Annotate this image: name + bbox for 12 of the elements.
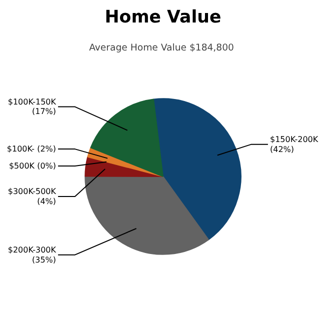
data-label: (4%) (37, 196, 56, 206)
data-label: (35%) (32, 255, 56, 264)
slice-label: $100K-150K (8, 97, 57, 106)
slice-label: $300K-500K (8, 186, 57, 196)
chart-title: Home Value (104, 7, 222, 28)
chart-subtitle: Average Home Value $184,800 (89, 42, 234, 54)
data-label: (42%) (270, 144, 294, 154)
category-label: $500K (0%) (8, 161, 56, 170)
data-label: (17%) (32, 107, 56, 116)
slice-label: $200K-300K (8, 245, 57, 254)
slice-label: $100K- (2%) (6, 144, 56, 154)
slice-label: $150K-200K (270, 134, 319, 144)
